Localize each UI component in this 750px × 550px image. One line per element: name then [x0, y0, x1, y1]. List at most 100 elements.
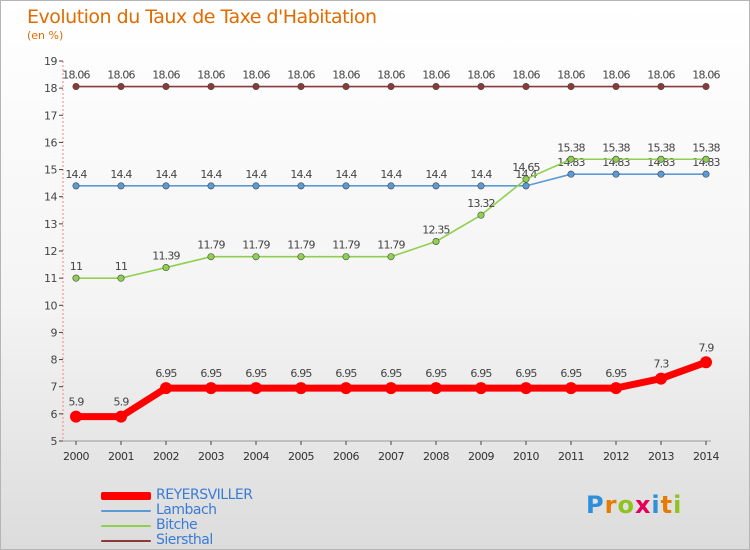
- data-label: 18.06: [242, 69, 270, 82]
- data-point: [477, 182, 485, 190]
- legend-item-siersthal: Siersthal: [101, 533, 252, 548]
- data-label: 18.06: [557, 69, 585, 82]
- data-point: [252, 83, 260, 91]
- legend-label: Siersthal: [156, 532, 213, 548]
- data-label: 18.06: [332, 69, 360, 82]
- data-point: [207, 182, 215, 190]
- data-label: 11.39: [152, 250, 180, 263]
- data-label: 18.06: [512, 69, 540, 82]
- data-point: [702, 170, 710, 178]
- data-point: [162, 182, 170, 190]
- data-label: 18.06: [287, 69, 315, 82]
- y-tick-label: 17: [44, 109, 57, 122]
- data-point: [297, 253, 305, 261]
- data-point: [700, 356, 712, 369]
- data-point: [160, 382, 172, 395]
- data-point: [475, 382, 487, 395]
- data-label: 7.9: [698, 341, 714, 354]
- legend: REYERSVILLER Lambach Bitche Siersthal: [101, 488, 253, 548]
- y-tick-label: 5: [51, 435, 58, 448]
- data-label: 15.38: [692, 141, 720, 154]
- data-point: [72, 182, 80, 190]
- data-label: 6.95: [560, 367, 582, 380]
- data-label: 6.95: [245, 367, 267, 380]
- data-label: 18.06: [692, 69, 720, 82]
- data-point: [117, 182, 125, 190]
- y-tick-label: 7: [51, 381, 58, 394]
- x-tick-label: 2003: [198, 450, 224, 463]
- y-tick-label: 6: [51, 408, 58, 421]
- data-point: [522, 83, 530, 91]
- data-point: [117, 83, 125, 91]
- data-point: [340, 382, 352, 395]
- data-point: [610, 382, 622, 395]
- x-tick-label: 2010: [513, 450, 539, 463]
- series-reyersviller: 5.9 5.9 6.95 6.95 6.95 6.95 6.95 6.95 6.95 6.95 6.…: [68, 341, 715, 423]
- y-tick-label: 10: [44, 299, 57, 312]
- data-point: [387, 253, 395, 261]
- data-label: 7.3: [653, 358, 669, 371]
- data-point: [655, 372, 667, 385]
- legend-label: Lambach: [156, 502, 217, 518]
- data-point: [342, 253, 350, 261]
- data-point: [162, 83, 170, 91]
- data-label: 6.95: [335, 367, 357, 380]
- unit-label: (en %): [27, 29, 64, 42]
- data-point: [567, 170, 575, 178]
- data-label: 5.9: [113, 396, 129, 409]
- data-label: 15.38: [647, 141, 675, 154]
- x-tick-label: 2002: [153, 450, 179, 463]
- data-label: 5.9: [68, 396, 84, 409]
- data-point: [295, 382, 307, 395]
- data-point: [115, 410, 127, 423]
- data-label: 11: [115, 260, 127, 273]
- y-tick-label: 12: [44, 245, 57, 258]
- data-label: 14.65: [512, 161, 540, 174]
- data-point: [342, 83, 350, 91]
- data-point: [207, 83, 215, 91]
- data-label: 13.32: [467, 197, 495, 210]
- data-point: [205, 382, 217, 395]
- data-label: 11.79: [287, 239, 315, 252]
- data-point: [432, 182, 440, 190]
- data-point: [702, 155, 710, 163]
- data-label: 18.06: [62, 69, 90, 82]
- data-point: [252, 253, 260, 261]
- data-point: [657, 83, 665, 91]
- data-point: [567, 155, 575, 163]
- legend-swatch: [101, 509, 151, 512]
- legend-label: Bitche: [156, 517, 198, 533]
- x-tick-label: 2005: [288, 450, 314, 463]
- data-point: [117, 274, 125, 282]
- logo-letter: r: [604, 491, 618, 519]
- data-label: 6.95: [200, 367, 222, 380]
- data-label: 12.35: [422, 224, 450, 237]
- data-point: [432, 238, 440, 246]
- logo-letter: o: [617, 491, 635, 519]
- data-point: [432, 83, 440, 91]
- data-point: [657, 155, 665, 163]
- data-point: [387, 182, 395, 190]
- data-label: 14.4: [425, 168, 447, 181]
- y-tick-label: 13: [44, 218, 57, 231]
- data-label: 14.4: [110, 168, 132, 181]
- data-label: 18.06: [152, 69, 180, 82]
- data-point: [657, 170, 665, 178]
- data-label: 15.38: [602, 141, 630, 154]
- data-point: [162, 264, 170, 272]
- x-tick-label: 2004: [243, 450, 269, 463]
- y-tick-label: 11: [44, 272, 57, 285]
- data-point: [522, 175, 530, 183]
- data-label: 11: [70, 260, 82, 273]
- data-point: [342, 182, 350, 190]
- y-tick-label: 18: [44, 82, 57, 95]
- proxiti-logo: Proxiti: [586, 491, 682, 519]
- x-tick-label: 2013: [648, 450, 674, 463]
- data-point: [207, 253, 215, 261]
- data-label: 14.4: [245, 168, 267, 181]
- data-label: 11.79: [242, 239, 270, 252]
- y-tick-label: 16: [44, 136, 57, 149]
- data-label: 14.4: [380, 168, 402, 181]
- data-label: 11.79: [377, 239, 405, 252]
